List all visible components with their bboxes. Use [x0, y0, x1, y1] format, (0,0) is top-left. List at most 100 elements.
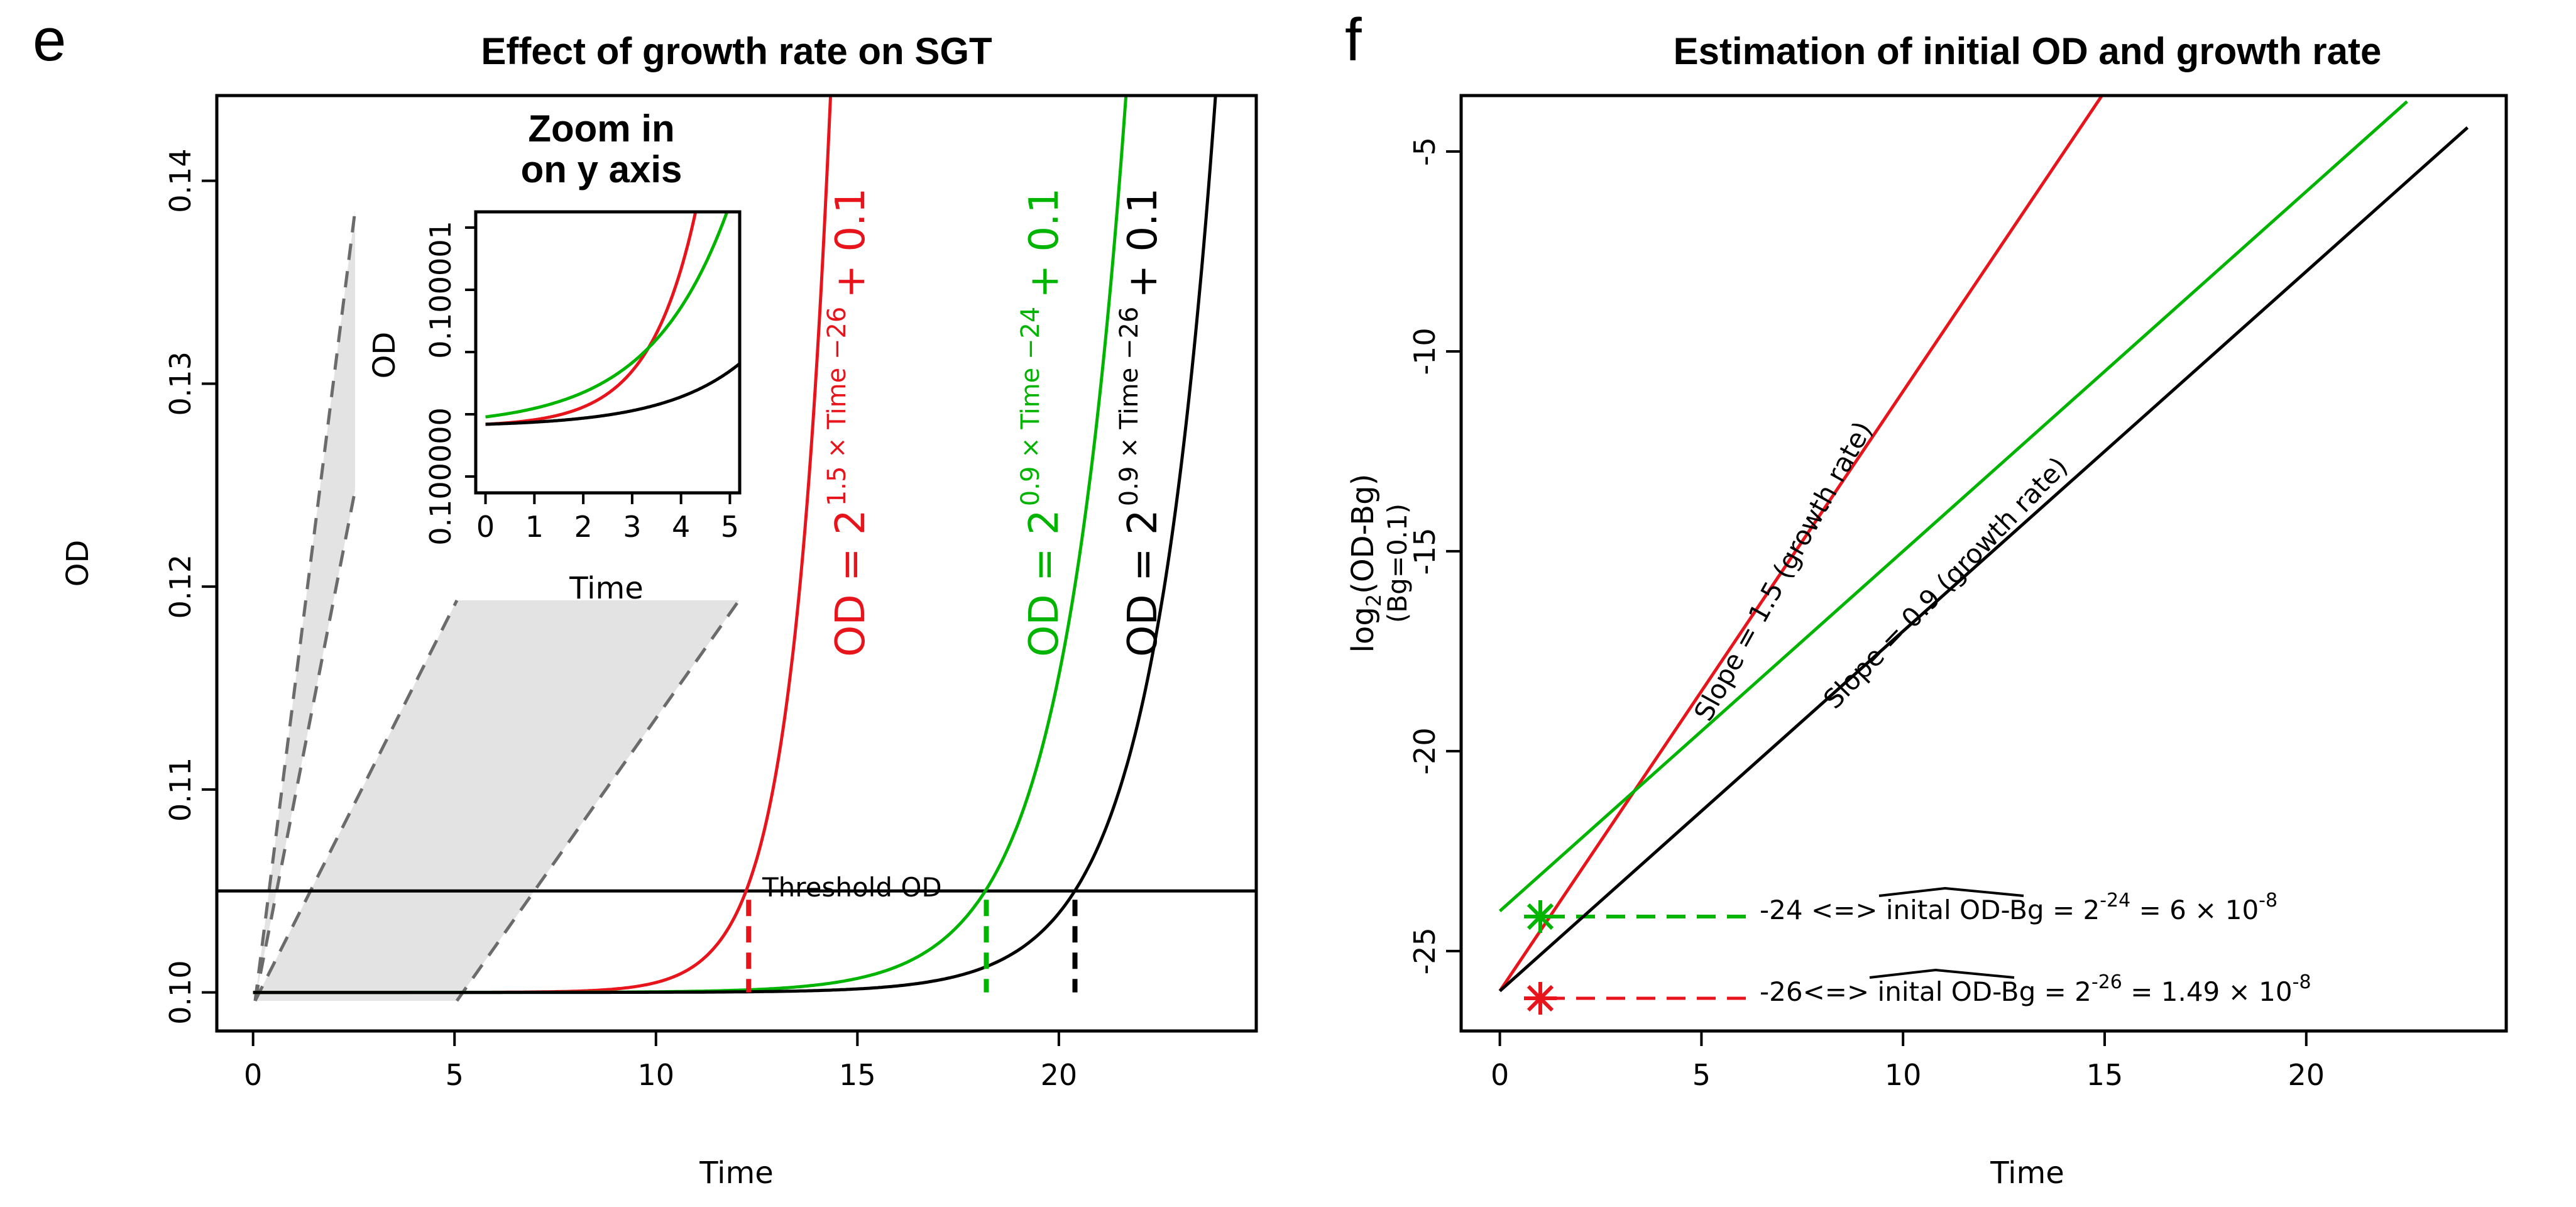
x-tick-label: 10: [1885, 1058, 1922, 1092]
inset-curve-green: [485, 212, 729, 419]
panel-f: f Estimation of initial OD and growth ra…: [1345, 6, 2508, 1191]
equation-green: OD = 2 0.9 × Time −24 + 0.1: [1016, 188, 1068, 657]
zoom-wedge-left-lower: [253, 490, 357, 1001]
x-tick-label: 5: [1692, 1058, 1711, 1092]
inset-curve-red: [485, 212, 698, 426]
panel-e-x-axis: 0 5 10 15 20: [244, 1031, 1077, 1092]
equation-green-exponent: 0.9 × Time −24: [1016, 307, 1045, 507]
line-slope-black: [1498, 126, 2469, 993]
x-tick-label: 0: [244, 1058, 262, 1092]
equation-black-base: OD = 2: [1120, 509, 1166, 657]
annotation-red-eq: = 2: [2036, 976, 2091, 1007]
y-tick-label: 0.11: [163, 758, 197, 822]
zoom-wedge-bottom-left: [253, 599, 459, 1002]
annotation-green-sup2: -8: [2259, 890, 2277, 912]
y-tick-label: 0.10: [163, 960, 197, 1024]
inset-xlabel: Time: [569, 571, 643, 606]
line-slope-green: [1498, 100, 2408, 913]
annotation-green-prefix: -24 <=>: [1760, 895, 1886, 925]
panel-f-ylabel-base: 2: [1362, 594, 1386, 607]
x-tick-label: 5: [446, 1058, 464, 1092]
x-tick-label: 20: [1041, 1058, 1078, 1092]
annotation-red-hat-mark: [1869, 968, 2015, 979]
annotation-red: -26<=> inital OD-Bg = 2-26 = 1.49 × 10-8: [1760, 971, 2311, 1007]
panel-f-ylabel-rest: (OD-Bg): [1346, 474, 1381, 594]
x-tick-label: 15: [839, 1058, 876, 1092]
y-tick-label: 0.12: [163, 554, 197, 619]
equation-red-exponent: 1.5 × Time −26: [823, 307, 852, 507]
x-tick-label: 20: [2288, 1058, 2325, 1092]
equation-green-base: OD = 2: [1021, 509, 1068, 657]
panel-f-ylabel-line2: (Bg=0.1): [1382, 504, 1413, 623]
annotation-red-hat: inital OD-Bg: [1878, 976, 2036, 1007]
x-tick-label: 0: [1491, 1058, 1509, 1092]
panel-e-ylabel: OD: [60, 540, 96, 587]
inset-x-tick-label: 2: [574, 510, 592, 544]
x-tick-label: 15: [2086, 1058, 2124, 1092]
panel-e: e Effect of growth rate on SGT Threshold…: [33, 6, 1258, 1191]
annotation-red-sup: -26: [2091, 971, 2122, 993]
equation-black-tail: + 0.1: [1120, 188, 1166, 299]
intercept-marker-green: [1524, 900, 1557, 933]
inset-x-tick-label: 1: [525, 510, 544, 544]
zoom-wedges: [253, 210, 741, 1002]
annotation-green-hat-mark: [1878, 886, 2024, 897]
y-tick-label: -10: [1408, 328, 1442, 375]
curve-black: [253, 96, 1217, 995]
annotation-green-eq: = 2: [2044, 895, 2100, 925]
equation-green-tail: + 0.1: [1021, 188, 1068, 299]
annotation-green-hat: inital OD-Bg: [1886, 895, 2044, 925]
panel-f-plot-frame: [1459, 94, 2508, 1033]
panel-f-y-axis: -5 -10 -15 -20 -25: [1408, 137, 1461, 974]
inset-y-axis: 0.100000 0.100001 OD: [367, 221, 476, 546]
inset-x-tick-label: 4: [672, 510, 690, 544]
inset-frame: [474, 210, 742, 495]
panel-f-label: f: [1345, 6, 1362, 74]
equation-red: OD = 2 1.5 × Time −26 + 0.1: [823, 188, 874, 657]
inset-title-line1: Zoom in: [528, 107, 674, 150]
panel-e-y-axis: 0.10 0.11 0.12 0.13 0.14: [163, 148, 217, 1025]
zoom-wedge-left-upper: [253, 210, 357, 1001]
panel-f-ylabel-log: log: [1346, 607, 1381, 653]
panel-e-xlabel: Time: [699, 1155, 773, 1191]
panel-f-xlabel: Time: [1990, 1155, 2064, 1191]
panel-f-x-axis: 0 5 10 15 20: [1491, 1031, 2325, 1092]
equation-red-base: OD = 2: [828, 509, 874, 657]
inset-ytick-label-high: 0.100001: [424, 221, 458, 359]
intercept-marker-red: [1524, 982, 1557, 1015]
inset-curve-black: [485, 362, 740, 426]
slope-label-black: Slope = 0.9 (growth rate): [1817, 451, 2074, 715]
x-tick-label: 10: [638, 1058, 675, 1092]
annotation-red-sup2: -8: [2293, 971, 2311, 993]
y-tick-label: 0.13: [163, 351, 197, 416]
y-tick-label: 0.14: [163, 148, 197, 212]
threshold-label: Threshold OD: [762, 872, 942, 903]
panel-e-title: Effect of growth rate on SGT: [481, 30, 992, 72]
panel-e-plot-frame: [215, 94, 1258, 1033]
inset-x-tick-label: 0: [476, 510, 495, 544]
inset-ytick-label-low: 0.100000: [424, 407, 458, 546]
equation-red-tail: + 0.1: [828, 188, 874, 299]
equation-black-exponent: 0.9 × Time −26: [1115, 307, 1144, 507]
y-tick-label: -20: [1408, 727, 1442, 774]
panel-f-title: Estimation of initial OD and growth rate: [1674, 30, 2382, 72]
annotation-green-sup: -24: [2100, 890, 2130, 912]
inset-x-tick-label: 5: [721, 510, 739, 544]
annotation-red-rest: = 1.49 × 10: [2122, 976, 2293, 1007]
panel-e-label: e: [33, 6, 66, 74]
line-slope-red: [1498, 96, 2104, 992]
inset-ylabel: OD: [367, 332, 402, 379]
y-tick-label: -15: [1408, 527, 1442, 575]
equation-black: OD = 2 0.9 × Time −26 + 0.1: [1115, 188, 1166, 657]
zoom-wedge-bottom: [255, 600, 739, 1001]
annotation-green: -24 <=> inital OD-Bg = 2-24 = 6 × 10-8: [1760, 890, 2277, 925]
annotation-red-prefix: -26<=>: [1760, 976, 1878, 1007]
inset-x-tick-label: 3: [623, 510, 641, 544]
y-tick-label: -5: [1408, 137, 1442, 166]
annotation-green-rest: = 6 × 10: [2130, 895, 2259, 925]
inset-title-line2: on y axis: [521, 148, 682, 190]
panel-f-ylabel: log2(OD-Bg): [1346, 474, 1386, 653]
